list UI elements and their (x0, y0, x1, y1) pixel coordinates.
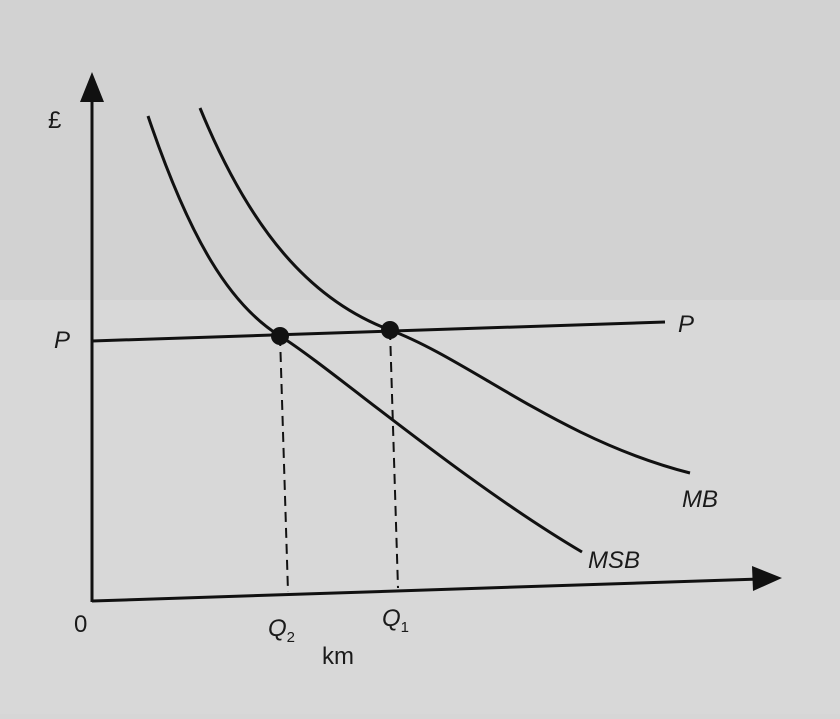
mb-label: MB (682, 486, 718, 513)
q2-sub: 2 (287, 629, 295, 646)
msb-label: MSB (588, 547, 640, 574)
intersection-point (381, 321, 399, 339)
price-label-left: P (54, 327, 70, 354)
q1-sub: 1 (401, 619, 409, 636)
price-label-right: P (678, 311, 694, 338)
q2-main: Q (268, 615, 287, 642)
x-axis-arrow (752, 566, 782, 591)
q1-label: Q1 (382, 605, 409, 636)
y-axis-label: £ (48, 107, 61, 134)
price-line (91, 320, 666, 343)
q1-dashed-line (389, 329, 399, 589)
origin-label: 0 (74, 611, 87, 638)
q1-main: Q (382, 605, 401, 632)
x-axis-label: km (322, 643, 354, 670)
intersection-point (271, 327, 289, 345)
scan-shade (0, 0, 840, 300)
q2-dashed-line (279, 335, 289, 593)
x-axis (91, 577, 761, 603)
y-axis-arrow (80, 72, 104, 102)
q2-label: Q2 (268, 615, 295, 646)
